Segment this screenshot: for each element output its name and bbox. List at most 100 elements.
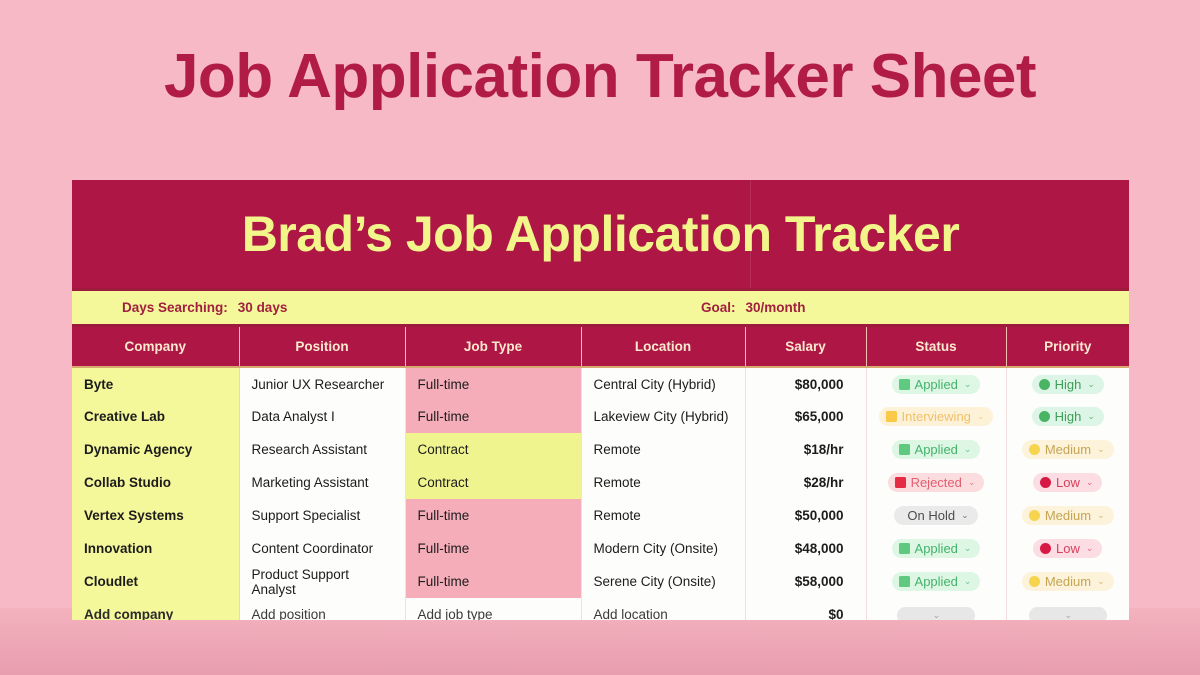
table-row[interactable]: Add company Add position Add job type Add l… bbox=[72, 598, 1129, 620]
priority-medium-chip[interactable]: Medium ⌄ bbox=[1021, 572, 1114, 591]
cell-company[interactable]: Innovation bbox=[72, 532, 240, 565]
cell-priority[interactable]: Low ⌄ bbox=[1006, 532, 1129, 565]
chevron-down-icon[interactable]: ⌄ bbox=[963, 378, 972, 389]
cell-job-type[interactable]: Full-time bbox=[405, 367, 582, 400]
cell-company[interactable]: Creative Lab bbox=[72, 400, 240, 433]
cell-company[interactable]: Byte bbox=[72, 367, 240, 400]
days-searching-value[interactable]: 30 days bbox=[237, 300, 288, 315]
cell-priority[interactable]: Medium ⌄ bbox=[1006, 499, 1129, 532]
status-on-hold-chip[interactable]: On Hold ⌄ bbox=[894, 506, 978, 525]
chevron-down-icon[interactable]: ⌄ bbox=[976, 411, 985, 421]
cell-position[interactable]: Marketing Assistant bbox=[239, 466, 406, 499]
cell-salary[interactable]: $28/hr bbox=[745, 466, 867, 499]
table-row[interactable]: Vertex Systems Support Specialist Full-tim… bbox=[72, 499, 1129, 532]
column-header-location[interactable]: Location bbox=[581, 327, 746, 368]
cell-salary[interactable]: $50,000 bbox=[745, 499, 867, 532]
cell-company[interactable]: Add company bbox=[72, 598, 240, 620]
cell-salary[interactable]: $80,000 bbox=[745, 367, 867, 400]
priority-medium-chip[interactable]: Medium ⌄ bbox=[1021, 506, 1114, 525]
cell-location[interactable]: Remote bbox=[581, 466, 746, 499]
chevron-down-icon[interactable]: ⌄ bbox=[932, 609, 941, 620]
cell-company[interactable]: Cloudlet bbox=[72, 565, 240, 598]
priority-low-chip[interactable]: Low ⌄ bbox=[1033, 473, 1103, 492]
cell-priority[interactable]: High ⌄ bbox=[1006, 367, 1129, 400]
cell-company[interactable]: Collab Studio bbox=[72, 466, 240, 499]
column-header-position[interactable]: Position bbox=[239, 327, 406, 368]
priority-low-chip[interactable]: Low ⌄ bbox=[1033, 539, 1103, 558]
table-row[interactable]: Creative Lab Data Analyst I Full-time Lakev… bbox=[72, 400, 1129, 433]
cell-salary[interactable]: $0 bbox=[745, 598, 867, 620]
cell-location[interactable]: Central City (Hybrid) bbox=[581, 367, 746, 400]
cell-status[interactable]: On Hold ⌄ bbox=[866, 499, 1007, 532]
chevron-down-icon[interactable]: ⌄ bbox=[1097, 576, 1105, 586]
cell-job-type[interactable]: Full-time bbox=[405, 565, 582, 598]
chevron-down-icon[interactable]: ⌄ bbox=[963, 444, 972, 454]
cell-job-type[interactable]: Full-time bbox=[405, 532, 582, 565]
cell-job-type[interactable]: Full-time bbox=[405, 400, 582, 433]
chevron-down-icon[interactable]: ⌄ bbox=[967, 477, 976, 487]
cell-status[interactable]: Interviewing ⌄ bbox=[866, 400, 1007, 433]
chevron-down-icon[interactable]: ⌄ bbox=[1097, 444, 1105, 454]
cell-job-type[interactable]: Contract bbox=[405, 433, 582, 466]
chevron-down-icon[interactable]: ⌄ bbox=[1064, 609, 1073, 620]
status-applied-chip[interactable]: Applied ⌄ bbox=[891, 539, 981, 558]
priority-high-chip[interactable]: High ⌄ bbox=[1031, 407, 1104, 426]
cell-location[interactable]: Lakeview City (Hybrid) bbox=[581, 400, 746, 433]
cell-status[interactable]: Applied ⌄ bbox=[866, 433, 1007, 466]
column-header-jobtype[interactable]: Job Type bbox=[405, 327, 582, 368]
column-header-status[interactable]: Status bbox=[866, 327, 1007, 368]
status-rejected-chip[interactable]: Rejected ⌄ bbox=[887, 473, 985, 492]
table-row[interactable]: Cloudlet Product Support Analyst Full-time… bbox=[72, 565, 1129, 598]
cell-priority[interactable]: Medium ⌄ bbox=[1006, 433, 1129, 466]
cell-job-type[interactable]: Add job type bbox=[405, 598, 582, 620]
table-row[interactable]: Dynamic Agency Research Assistant Contract… bbox=[72, 433, 1129, 466]
cell-position[interactable]: Junior UX Researcher bbox=[239, 367, 406, 400]
goal-value[interactable]: 30/month bbox=[745, 300, 806, 315]
chevron-down-icon[interactable]: ⌄ bbox=[1087, 378, 1095, 389]
status-applied-chip[interactable]: Applied ⌄ bbox=[891, 374, 981, 394]
cell-status[interactable]: Applied ⌄ bbox=[866, 532, 1007, 565]
column-header-company[interactable]: Company bbox=[72, 327, 240, 368]
chevron-down-icon[interactable]: ⌄ bbox=[961, 510, 969, 520]
table-row[interactable]: Innovation Content Coordinator Full-time Mo… bbox=[72, 532, 1129, 565]
status-interviewing-chip[interactable]: Interviewing ⌄ bbox=[878, 407, 994, 426]
cell-position[interactable]: Support Specialist bbox=[239, 499, 406, 532]
cell-priority[interactable]: Medium ⌄ bbox=[1006, 565, 1129, 598]
cell-position[interactable]: Research Assistant bbox=[239, 433, 406, 466]
status-applied-chip[interactable]: Applied ⌄ bbox=[891, 440, 981, 459]
column-header-salary[interactable]: Salary bbox=[745, 327, 867, 368]
table-row[interactable]: Byte Junior UX Researcher Full-time Central… bbox=[72, 367, 1129, 400]
cell-job-type[interactable]: Full-time bbox=[405, 499, 582, 532]
cell-company[interactable]: Vertex Systems bbox=[72, 499, 240, 532]
priority-high-chip[interactable]: High ⌄ bbox=[1031, 374, 1104, 394]
cell-status[interactable]: ⌄ bbox=[866, 598, 1007, 620]
status-applied-chip[interactable]: Applied ⌄ bbox=[891, 572, 981, 591]
status-empty-chip[interactable]: ⌄ bbox=[897, 606, 975, 620]
cell-location[interactable]: Remote bbox=[581, 433, 746, 466]
cell-priority[interactable]: High ⌄ bbox=[1006, 400, 1129, 433]
cell-position[interactable]: Product Support Analyst bbox=[239, 565, 406, 598]
cell-status[interactable]: Applied ⌄ bbox=[866, 565, 1007, 598]
cell-priority[interactable]: ⌄ bbox=[1006, 598, 1129, 620]
cell-position[interactable]: Content Coordinator bbox=[239, 532, 406, 565]
column-header-priority[interactable]: Priority bbox=[1006, 327, 1129, 368]
chevron-down-icon[interactable]: ⌄ bbox=[1097, 510, 1105, 520]
chevron-down-icon[interactable]: ⌄ bbox=[1085, 477, 1094, 487]
chevron-down-icon[interactable]: ⌄ bbox=[963, 543, 972, 553]
priority-medium-chip[interactable]: Medium ⌄ bbox=[1021, 440, 1114, 459]
chevron-down-icon[interactable]: ⌄ bbox=[963, 576, 972, 586]
cell-salary[interactable]: $18/hr bbox=[745, 433, 867, 466]
cell-company[interactable]: Dynamic Agency bbox=[72, 433, 240, 466]
chevron-down-icon[interactable]: ⌄ bbox=[1087, 411, 1095, 421]
cell-job-type[interactable]: Contract bbox=[405, 466, 582, 499]
cell-location[interactable]: Serene City (Onsite) bbox=[581, 565, 746, 598]
cell-priority[interactable]: Low ⌄ bbox=[1006, 466, 1129, 499]
cell-salary[interactable]: $48,000 bbox=[745, 532, 867, 565]
cell-position[interactable]: Add position bbox=[239, 598, 406, 620]
cell-salary[interactable]: $58,000 bbox=[745, 565, 867, 598]
cell-location[interactable]: Add location bbox=[581, 598, 746, 620]
cell-position[interactable]: Data Analyst I bbox=[239, 400, 406, 433]
priority-empty-chip[interactable]: ⌄ bbox=[1028, 606, 1107, 620]
cell-location[interactable]: Modern City (Onsite) bbox=[581, 532, 746, 565]
table-row[interactable]: Collab Studio Marketing Assistant Contract… bbox=[72, 466, 1129, 499]
